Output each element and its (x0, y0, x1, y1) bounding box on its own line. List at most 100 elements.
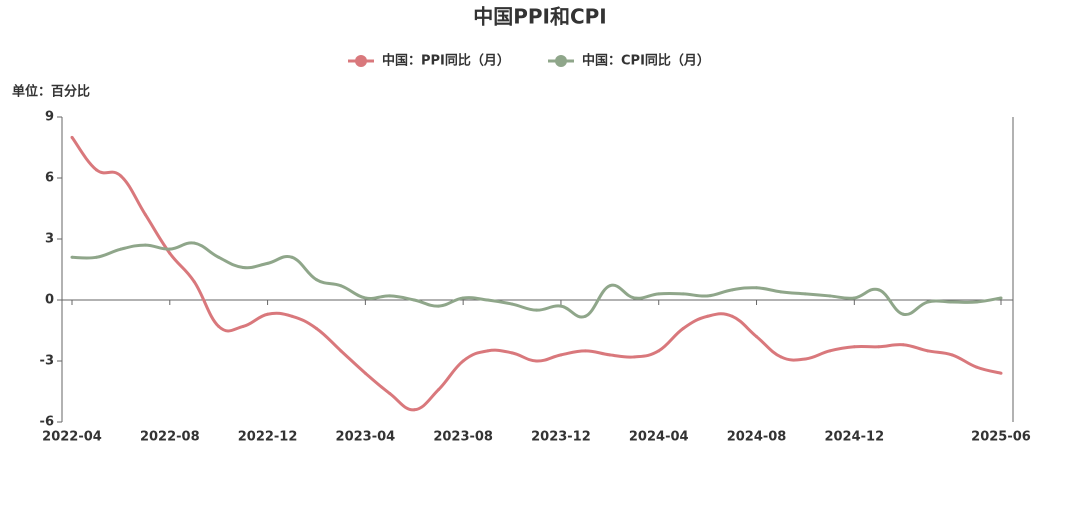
data-point (266, 261, 270, 265)
y-axis-label: 单位：百分比 (12, 84, 90, 100)
data-point (241, 265, 245, 269)
data-point (363, 296, 367, 300)
data-point (70, 135, 74, 139)
data-point (681, 292, 685, 296)
data-point (657, 349, 661, 353)
data-point (363, 371, 367, 375)
data-point (706, 314, 710, 318)
x-tick-label: 2023-12 (531, 430, 591, 445)
data-point (779, 355, 783, 359)
data-point (975, 300, 979, 304)
legend-icon-dot (555, 55, 567, 67)
data-point (632, 355, 636, 359)
data-point (192, 241, 196, 245)
x-tick-label: 2024-12 (824, 430, 884, 445)
y-tick-label: -3 (40, 354, 54, 369)
data-point (950, 353, 954, 357)
data-point (999, 296, 1003, 300)
data-point (143, 213, 147, 217)
data-point (926, 300, 930, 304)
data-point (999, 371, 1003, 375)
data-point (901, 343, 905, 347)
data-point (388, 294, 392, 298)
series-line (71, 241, 1002, 319)
x-tick-label: 2023-08 (433, 430, 493, 445)
data-point (559, 304, 563, 308)
legend-label[interactable]: 中国：CPI同比（月） (582, 53, 710, 69)
data-point (608, 284, 612, 288)
data-point (535, 359, 538, 363)
data-point (828, 349, 832, 353)
data-point (950, 300, 954, 304)
data-point (119, 174, 123, 178)
data-point (168, 247, 172, 251)
data-point (339, 349, 343, 353)
data-point (803, 292, 807, 296)
data-point (314, 326, 318, 330)
y-tick-label: 9 (45, 110, 54, 125)
data-point (803, 357, 807, 361)
data-point (437, 387, 441, 391)
y-tick-label: -6 (40, 415, 54, 430)
data-point (266, 312, 270, 316)
data-point (437, 304, 441, 308)
data-point (852, 296, 856, 300)
x-tick-label: 2024-08 (727, 430, 787, 445)
data-point (755, 335, 759, 339)
data-point (632, 296, 636, 300)
data-point (217, 324, 221, 328)
data-point (217, 255, 221, 259)
data-point (779, 290, 783, 294)
series-line (70, 136, 1002, 412)
data-point (901, 312, 905, 316)
data-point (94, 255, 98, 259)
data-point (706, 294, 710, 298)
data-point (290, 314, 294, 318)
x-tick-label: 2022-08 (140, 430, 200, 445)
data-point (388, 392, 392, 396)
data-point (828, 294, 832, 298)
data-point (143, 243, 147, 247)
data-point (94, 168, 98, 172)
data-point (926, 349, 930, 353)
x-tick-label: 2022-12 (238, 430, 298, 445)
data-point (461, 296, 465, 300)
x-tick-label: 2023-04 (336, 430, 396, 445)
data-point (583, 314, 587, 318)
data-point (681, 326, 685, 330)
y-tick-label: 3 (45, 232, 54, 247)
data-point (314, 278, 318, 282)
data-point (877, 288, 881, 292)
x-tick-label: 2025-06 (971, 430, 1031, 445)
y-tick-label: 6 (45, 171, 54, 186)
data-point (119, 247, 123, 251)
x-tick-label: 2022-04 (42, 430, 102, 445)
chart-title: 中国PPI和CPI (473, 5, 607, 29)
data-point (70, 255, 74, 259)
legend-icon-dot (355, 55, 367, 67)
data-point (510, 302, 514, 306)
data-point (608, 353, 612, 357)
data-point (877, 345, 881, 349)
data-point (486, 349, 490, 353)
data-point (730, 288, 734, 292)
data-point (510, 351, 514, 355)
data-point (535, 308, 538, 312)
data-point (241, 324, 245, 328)
data-point (755, 286, 759, 290)
data-point (412, 408, 416, 412)
legend-label[interactable]: 中国：PPI同比（月） (382, 53, 510, 69)
data-point (657, 292, 661, 296)
data-point (168, 251, 172, 255)
x-tick-label: 2024-04 (629, 430, 689, 445)
data-point (412, 298, 416, 302)
data-point (730, 314, 734, 318)
data-point (486, 298, 490, 302)
data-point (339, 284, 343, 288)
data-point (192, 280, 196, 284)
data-point (852, 345, 856, 349)
data-point (290, 255, 294, 259)
data-point (461, 359, 465, 363)
data-point (583, 349, 587, 353)
